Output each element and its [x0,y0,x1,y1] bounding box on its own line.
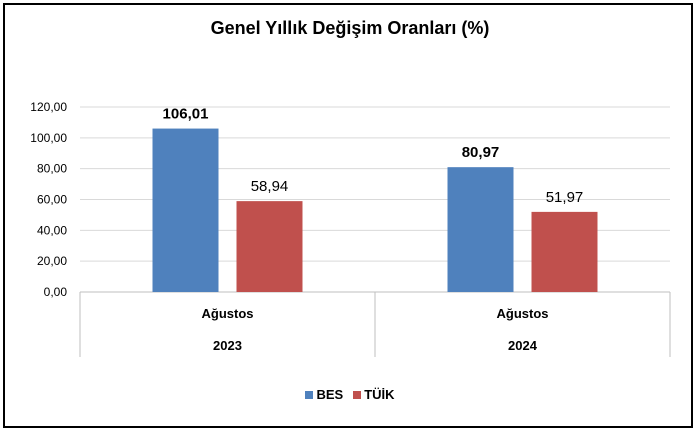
bar [531,211,598,292]
legend-label-bes: BES [316,387,344,402]
legend-label-tuik: TÜİK [364,387,395,402]
bar [152,128,219,292]
bar [447,167,514,292]
y-tick-label: 20,00 [37,254,67,268]
x-category-label: Ağustos [497,306,549,321]
y-tick-label: 120,00 [30,100,67,114]
legend-item-bes: BES [305,387,343,402]
data-label: 58,94 [251,178,289,195]
y-tick-label: 60,00 [37,193,67,207]
y-tick-label: 0,00 [44,285,68,299]
x-year-label: 2023 [213,338,242,353]
y-tick-label: 40,00 [37,223,67,237]
legend-swatch-bes [305,390,314,399]
y-tick-label: 100,00 [30,131,67,145]
y-tick-label: 80,00 [37,162,67,176]
data-label: 51,97 [546,189,584,206]
legend-swatch-tuik [353,390,362,399]
data-label: 80,97 [462,144,500,161]
bar [236,201,303,292]
x-year-label: 2024 [508,338,538,353]
legend-item-tuik: TÜİK [353,387,395,402]
legend: BES TÜİK [0,387,700,402]
x-category-label: Ağustos [202,306,254,321]
chart-title: Genel Yıllık Değişim Oranları (%) [210,18,490,38]
data-label: 106,01 [163,106,209,123]
